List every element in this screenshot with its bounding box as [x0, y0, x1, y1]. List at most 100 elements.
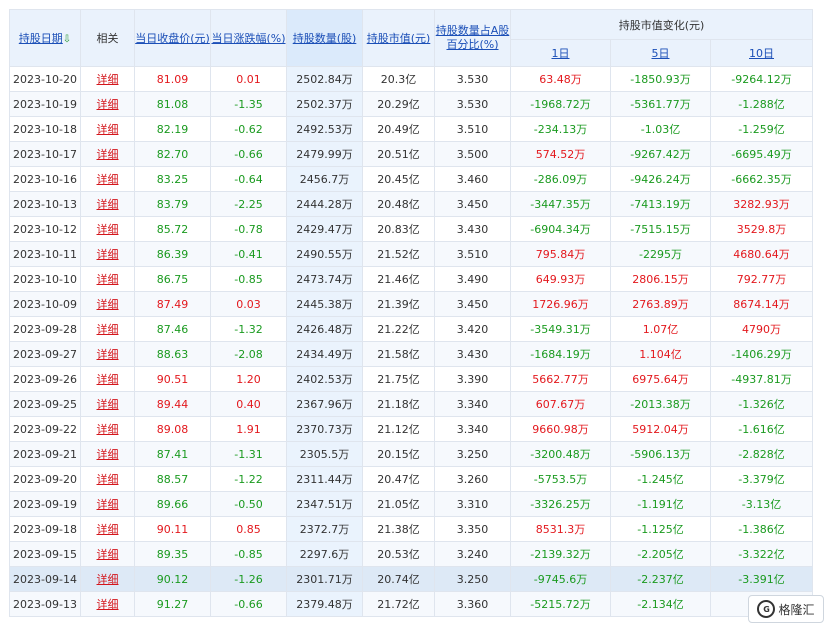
change-5d-cell: 1.07亿: [610, 316, 711, 342]
change-cell: -0.41: [210, 241, 287, 267]
change-10d-cell: 792.77万: [709, 266, 814, 292]
value-cell: 21.58亿: [362, 341, 435, 367]
value-cell: 20.45亿: [362, 166, 435, 192]
value-cell: 21.12亿: [362, 416, 435, 442]
table-row: 2023-09-26 详细 90.51 1.20 2402.53万 21.75亿 3.390…: [9, 366, 814, 392]
shares-cell: 2479.99万: [286, 141, 363, 167]
change-cell: -1.26: [210, 566, 287, 592]
close-cell: 82.70: [134, 141, 211, 167]
change-cell: -0.85: [210, 541, 287, 567]
date-cell: 2023-09-25: [9, 391, 81, 417]
detail-link[interactable]: 详细: [80, 391, 135, 417]
detail-link[interactable]: 详细: [80, 516, 135, 542]
detail-link[interactable]: 详细: [80, 341, 135, 367]
value-cell: 20.49亿: [362, 116, 435, 142]
detail-link[interactable]: 详细: [80, 416, 135, 442]
close-cell: 82.19: [134, 116, 211, 142]
detail-link[interactable]: 详细: [80, 591, 135, 617]
change-10d-cell: -6695.49万: [709, 141, 814, 167]
change-1d-cell: 607.67万: [510, 391, 611, 417]
change-10d-cell: -1.616亿: [709, 416, 814, 442]
date-cell: 2023-09-14: [9, 566, 81, 592]
date-cell: 2023-09-26: [9, 366, 81, 392]
detail-link[interactable]: 详细: [80, 166, 135, 192]
value-cell: 21.72亿: [362, 591, 435, 617]
change-5d-cell: 2806.15万: [610, 266, 711, 292]
value-cell: 20.3亿: [362, 66, 435, 92]
date-cell: 2023-10-18: [9, 116, 81, 142]
shares-cell: 2502.84万: [286, 66, 363, 92]
change-5d-cell: 6975.64万: [610, 366, 711, 392]
detail-link[interactable]: 详细: [80, 91, 135, 117]
close-cell: 81.08: [134, 91, 211, 117]
change-cell: -1.31: [210, 441, 287, 467]
detail-link[interactable]: 详细: [80, 541, 135, 567]
detail-link[interactable]: 详细: [80, 441, 135, 467]
detail-link[interactable]: 详细: [80, 66, 135, 92]
col-5d-header[interactable]: 5日: [610, 39, 711, 67]
col-pct-header[interactable]: 持股数量占A股 百分比(%): [434, 9, 511, 67]
shares-cell: 2367.96万: [286, 391, 363, 417]
pct-cell: 3.250: [434, 566, 511, 592]
detail-link[interactable]: 详细: [80, 266, 135, 292]
table-row: 2023-10-12 详细 85.72 -0.78 2429.47万 20.83亿 3.43…: [9, 216, 814, 242]
change-cell: 0.85: [210, 516, 287, 542]
date-cell: 2023-10-10: [9, 266, 81, 292]
pct-cell: 3.430: [434, 341, 511, 367]
change-10d-cell: 4790万: [709, 316, 814, 342]
col-shares-header[interactable]: 持股数量(股): [286, 9, 363, 67]
col-1d-header[interactable]: 1日: [510, 39, 611, 67]
detail-link[interactable]: 详细: [80, 241, 135, 267]
detail-link[interactable]: 详细: [80, 116, 135, 142]
change-5d-cell: -7515.15万: [610, 216, 711, 242]
change-1d-cell: 63.48万: [510, 66, 611, 92]
shares-cell: 2429.47万: [286, 216, 363, 242]
detail-link[interactable]: 详细: [80, 216, 135, 242]
detail-link[interactable]: 详细: [80, 316, 135, 342]
col-value-header[interactable]: 持股市值(元): [362, 9, 435, 67]
change-10d-cell: -3.13亿: [709, 491, 814, 517]
change-5d-cell: -1.191亿: [610, 491, 711, 517]
value-cell: 20.29亿: [362, 91, 435, 117]
detail-link[interactable]: 详细: [80, 491, 135, 517]
table-row: 2023-09-27 详细 88.63 -2.08 2434.49万 21.58亿 3.43…: [9, 341, 814, 367]
pct-cell: 3.340: [434, 416, 511, 442]
pct-cell: 3.310: [434, 491, 511, 517]
change-cell: 0.03: [210, 291, 287, 317]
change-cell: 0.01: [210, 66, 287, 92]
watermark-logo: G 格隆汇: [748, 595, 824, 623]
change-10d-cell: -9264.12万: [709, 66, 814, 92]
value-cell: 20.51亿: [362, 141, 435, 167]
detail-link[interactable]: 详细: [80, 191, 135, 217]
col-close-header[interactable]: 当日收盘价(元): [134, 9, 211, 67]
change-5d-cell: -1.125亿: [610, 516, 711, 542]
col-date-header[interactable]: 持股日期⇩: [9, 9, 81, 67]
change-5d-cell: 5912.04万: [610, 416, 711, 442]
change-10d-cell: -1406.29万: [709, 341, 814, 367]
holdings-table: 持股日期⇩ 相关 当日收盘价(元) 当日涨跌幅(%) 持股数量(股) 持股市值(…: [9, 9, 814, 617]
date-cell: 2023-09-22: [9, 416, 81, 442]
col-change-header[interactable]: 当日涨跌幅(%): [210, 9, 287, 67]
shares-cell: 2402.53万: [286, 366, 363, 392]
detail-link[interactable]: 详细: [80, 566, 135, 592]
pct-cell: 3.430: [434, 216, 511, 242]
date-cell: 2023-10-20: [9, 66, 81, 92]
change-10d-cell: -3.379亿: [709, 466, 814, 492]
change-cell: -2.08: [210, 341, 287, 367]
sort-down-icon: ⇩: [62, 34, 72, 45]
change-10d-cell: -1.259亿: [709, 116, 814, 142]
change-1d-cell: 5662.77万: [510, 366, 611, 392]
detail-link[interactable]: 详细: [80, 366, 135, 392]
sort-date-link[interactable]: 持股日期: [18, 32, 63, 45]
col-10d-header[interactable]: 10日: [709, 39, 814, 67]
change-5d-cell: -5906.13万: [610, 441, 711, 467]
detail-link[interactable]: 详细: [80, 291, 135, 317]
change-10d-cell: 8674.14万: [709, 291, 814, 317]
change-1d-cell: 649.93万: [510, 266, 611, 292]
close-cell: 83.79: [134, 191, 211, 217]
table-row: 2023-10-16 详细 83.25 -0.64 2456.7万 20.45亿 3.460…: [9, 166, 814, 192]
date-cell: 2023-10-12: [9, 216, 81, 242]
detail-link[interactable]: 详细: [80, 466, 135, 492]
close-cell: 87.46: [134, 316, 211, 342]
detail-link[interactable]: 详细: [80, 141, 135, 167]
